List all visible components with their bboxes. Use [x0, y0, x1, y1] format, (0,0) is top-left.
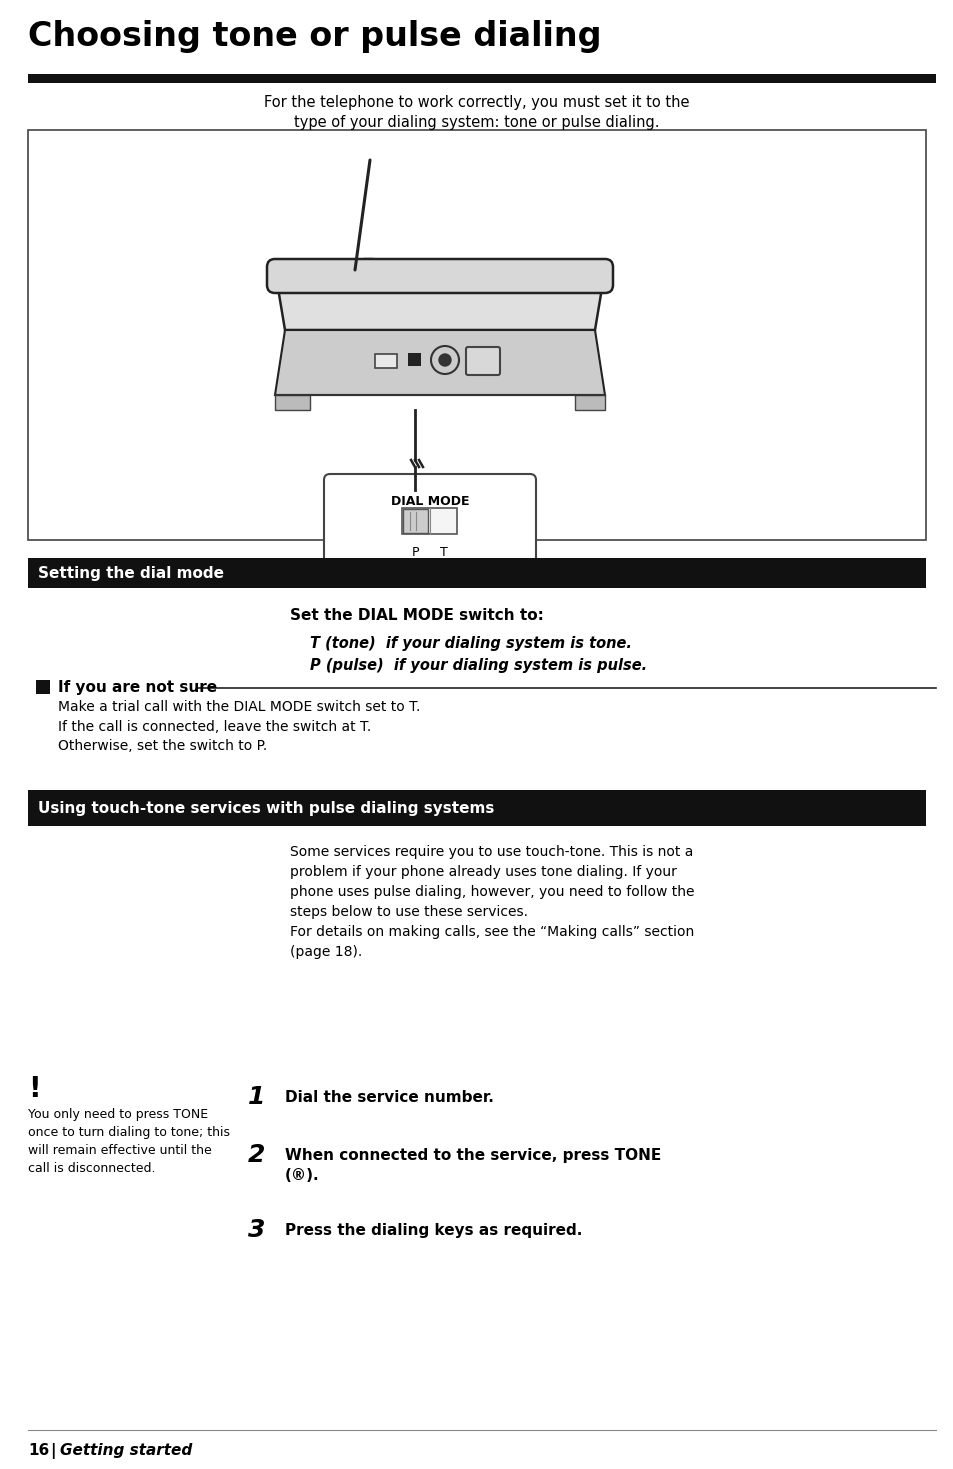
Text: Setting the dial mode: Setting the dial mode	[38, 566, 224, 580]
Text: P (pulse)  if your dialing system is pulse.: P (pulse) if your dialing system is puls…	[310, 658, 646, 673]
Circle shape	[438, 354, 451, 366]
Text: 3: 3	[248, 1218, 265, 1241]
Bar	[402, 508, 428, 533]
Text: 2: 2	[248, 1143, 265, 1166]
Text: Set the DIAL MODE switch to:: Set the DIAL MODE switch to:	[290, 608, 543, 623]
Text: For the telephone to work correctly, you must set it to the
type of your dialing: For the telephone to work correctly, you…	[264, 95, 689, 129]
Bar	[28, 73, 935, 84]
Text: !: !	[28, 1075, 41, 1103]
Text: 16: 16	[28, 1443, 50, 1459]
Circle shape	[431, 347, 458, 375]
Text: Some services require you to use touch-tone. This is not a
problem if your phone: Some services require you to use touch-t…	[290, 845, 694, 959]
FancyBboxPatch shape	[465, 347, 499, 375]
Text: Make a trial call with the DIAL MODE switch set to T.
If the call is connected, : Make a trial call with the DIAL MODE swi…	[58, 701, 420, 754]
Bar	[363, 259, 373, 272]
Text: T: T	[439, 546, 447, 560]
Text: When connected to the service, press TONE
(®).: When connected to the service, press TON…	[285, 1147, 660, 1183]
Bar	[401, 508, 456, 535]
Polygon shape	[274, 270, 604, 331]
Text: If you are not sure: If you are not sure	[58, 680, 217, 695]
FancyBboxPatch shape	[324, 474, 536, 576]
Bar	[36, 680, 50, 693]
Bar	[375, 354, 396, 369]
Text: T (tone)  if your dialing system is tone.: T (tone) if your dialing system is tone.	[310, 636, 631, 651]
Bar	[28, 790, 925, 826]
Text: Getting started: Getting started	[60, 1443, 193, 1459]
Text: Using touch-tone services with pulse dialing systems: Using touch-tone services with pulse dia…	[38, 801, 494, 815]
Text: Press the dialing keys as required.: Press the dialing keys as required.	[285, 1224, 581, 1238]
Text: P: P	[412, 546, 419, 560]
Text: |: |	[50, 1443, 55, 1459]
Text: Choosing tone or pulse dialing: Choosing tone or pulse dialing	[28, 21, 601, 53]
Bar	[28, 558, 925, 588]
Text: Dial the service number.: Dial the service number.	[285, 1090, 494, 1105]
Text: 1: 1	[248, 1086, 265, 1109]
Bar	[28, 129, 925, 541]
Bar	[408, 353, 420, 366]
Text: You only need to press TONE
once to turn dialing to tone; this
will remain effec: You only need to press TONE once to turn…	[28, 1108, 230, 1175]
Bar	[274, 395, 310, 410]
Polygon shape	[274, 331, 604, 395]
FancyBboxPatch shape	[267, 259, 613, 292]
Text: DIAL MODE: DIAL MODE	[391, 495, 469, 508]
Bar	[575, 395, 604, 410]
